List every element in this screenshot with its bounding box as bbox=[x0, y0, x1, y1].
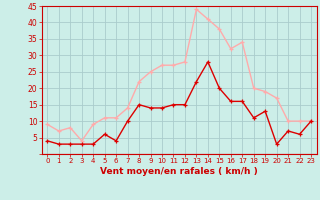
X-axis label: Vent moyen/en rafales ( km/h ): Vent moyen/en rafales ( km/h ) bbox=[100, 167, 258, 176]
